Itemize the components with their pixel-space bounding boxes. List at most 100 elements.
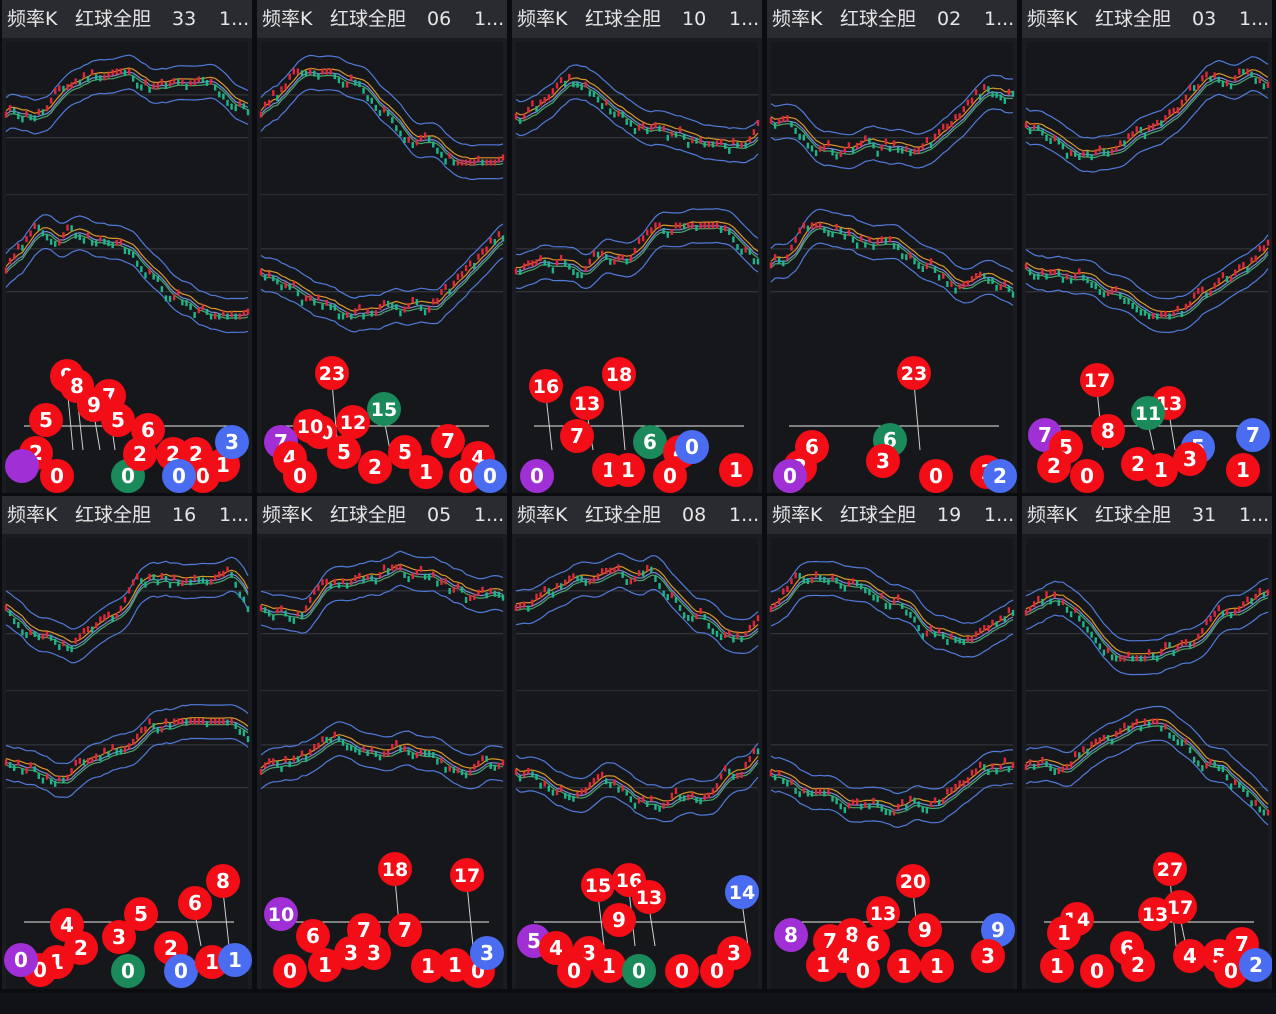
- candle: [1065, 273, 1069, 280]
- ball-label: 3: [225, 430, 239, 454]
- candle: [839, 803, 842, 810]
- chart-panel[interactable]: 频率K 红球全胆 19 1... 20 13 9 9 8 8 7 6 4 1 0 1 1 3: [767, 496, 1017, 989]
- indicator-line: [5, 737, 249, 798]
- candle: [1201, 75, 1204, 82]
- candle: [905, 609, 908, 616]
- candle: [464, 159, 468, 166]
- panel-more: 1...: [474, 8, 505, 30]
- number-ball: 6: [178, 886, 212, 920]
- candle: [1250, 71, 1253, 78]
- candle: [222, 570, 225, 577]
- ball-circle: [1037, 449, 1071, 483]
- candle: [1102, 291, 1106, 298]
- panel-header[interactable]: 频率K 红球全胆 03 1...: [1022, 0, 1272, 38]
- candle: [744, 246, 747, 253]
- panel-title: 频率K: [1027, 8, 1078, 30]
- candle: [609, 567, 612, 574]
- candle: [814, 788, 818, 795]
- panel-header[interactable]: 频率K 红球全胆 16 1...: [2, 496, 252, 534]
- candle: [901, 253, 904, 260]
- panel-header[interactable]: 频率K 红球全胆 31 1...: [1022, 496, 1272, 534]
- ball-label: 2: [1131, 452, 1145, 476]
- candle: [333, 731, 337, 738]
- chart-panel[interactable]: 频率K 红球全胆 16 1... 8 6 5 4 3 2 2 1 0 0 0 1 1 0: [2, 496, 252, 989]
- candle: [1049, 765, 1052, 772]
- candle: [1205, 292, 1208, 299]
- number-ball: 7: [560, 419, 594, 453]
- indicator-line: [5, 569, 249, 643]
- kline-subchart: [1026, 42, 1268, 195]
- candle: [535, 259, 538, 266]
- kline-subchart: [261, 42, 503, 195]
- candle: [1225, 608, 1229, 615]
- panel-header[interactable]: 频率K 红球全胆 10 1...: [512, 0, 762, 38]
- candle: [468, 769, 472, 776]
- candle: [966, 777, 970, 784]
- ball-label: 15: [585, 875, 611, 897]
- candle: [596, 774, 600, 781]
- candle: [201, 304, 205, 311]
- candle: [1209, 75, 1212, 82]
- number-ball: 1: [218, 943, 252, 977]
- indicator-line: [770, 225, 1014, 290]
- chart-panel[interactable]: 频率K 红球全胆 05 1... 18 17 10 6 7 7 3 3 0 1 1 1 0 3: [257, 496, 507, 989]
- ball-circle: [293, 409, 327, 443]
- candle: [452, 280, 455, 287]
- panel-header[interactable]: 频率K 红球全胆 02 1...: [767, 0, 1017, 38]
- panel-header[interactable]: 频率K 红球全胆 08 1...: [512, 496, 762, 534]
- number-ball: 15: [367, 392, 401, 426]
- candle: [115, 239, 118, 246]
- candle: [691, 222, 694, 229]
- number-ball: 1: [719, 453, 753, 487]
- ball-circle: [846, 954, 880, 988]
- candle: [378, 572, 382, 579]
- candle: [682, 612, 686, 619]
- panel-header[interactable]: 频率K 红球全胆 06 1...: [257, 0, 507, 38]
- candle: [1242, 785, 1245, 792]
- candle: [276, 278, 279, 285]
- panel-header[interactable]: 频率K 红球全胆 05 1...: [257, 496, 507, 534]
- candle: [168, 582, 172, 589]
- candle: [152, 273, 155, 280]
- candle: [921, 633, 924, 640]
- ball-label: 5: [134, 902, 148, 926]
- candle: [839, 151, 842, 158]
- chart-panel[interactable]: 频率K 红球全胆 08 1... 15 16 13 9 14 5 4 3 0 1 0 0 0 3: [512, 496, 762, 989]
- ball-circle: [101, 403, 135, 437]
- candle: [333, 73, 337, 80]
- candle: [62, 232, 65, 239]
- candle: [1074, 606, 1077, 613]
- candle: [136, 82, 139, 89]
- candle: [728, 228, 731, 235]
- candle: [140, 727, 143, 734]
- number-ball: 4: [539, 931, 573, 965]
- candle: [1254, 255, 1257, 262]
- indicator-line: [1025, 739, 1269, 826]
- panel-header[interactable]: 频率K 红球全胆 33 1...: [2, 0, 252, 38]
- candle: [477, 760, 480, 767]
- ball-label: 0: [856, 959, 870, 983]
- candle: [473, 593, 476, 600]
- number-ball: 23: [315, 356, 349, 390]
- ball-circle: [560, 419, 594, 453]
- candle: [798, 572, 801, 579]
- ball-circle: [1226, 453, 1260, 487]
- number-ball: 7: [431, 424, 465, 458]
- chart-panel[interactable]: 频率K 红球全胆 31 1... 27 17 14 13 1 6 7 4 5 1 0 2 0 2: [1022, 496, 1272, 989]
- candle: [1238, 606, 1241, 613]
- candle: [321, 579, 324, 586]
- candle: [778, 257, 781, 264]
- ball-label: 1: [421, 954, 435, 978]
- candle: [847, 229, 851, 236]
- candle: [786, 585, 789, 592]
- panel-header[interactable]: 频率K 红球全胆 19 1...: [767, 496, 1017, 534]
- indicator-line: [260, 721, 504, 756]
- candle: [131, 251, 135, 258]
- panel-subtitle: 红球全胆: [840, 504, 917, 526]
- candle: [456, 273, 460, 280]
